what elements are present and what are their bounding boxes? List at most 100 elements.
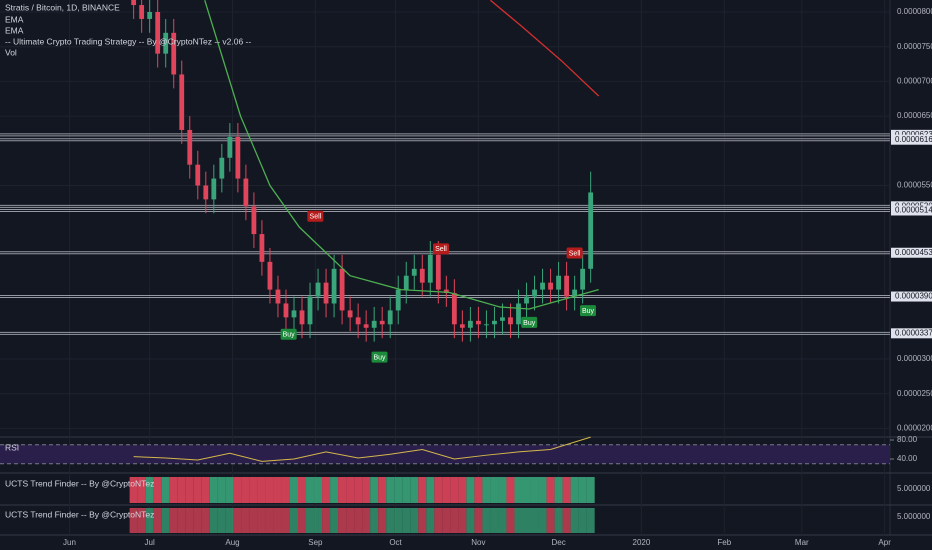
candle-body [315, 282, 321, 297]
signal-box [521, 316, 538, 328]
trend-cell [522, 477, 531, 503]
candle-body [524, 296, 529, 304]
candle-body [419, 268, 425, 283]
candle-body [331, 268, 337, 304]
trend-cell [193, 477, 202, 503]
trend-cell [450, 508, 459, 533]
trend-cell [378, 508, 387, 533]
candle-body [163, 32, 169, 54]
candle-body [155, 12, 161, 54]
candle-body [227, 136, 233, 158]
trend-cell [129, 477, 138, 503]
trend-cell [281, 477, 290, 503]
trend-cell [265, 477, 274, 503]
candle-body [307, 296, 313, 325]
signal-label: Buy [283, 332, 296, 339]
trend-cell [289, 477, 299, 503]
trend-cell [530, 477, 539, 503]
candle-body [195, 164, 201, 186]
x-tick-label: Oct [389, 538, 402, 547]
trend-cell [410, 508, 419, 533]
level-label-box [891, 291, 932, 302]
candle-body [387, 310, 393, 325]
trend-cell [217, 477, 226, 503]
trend-cell [241, 477, 250, 503]
trend-cell [169, 508, 178, 533]
trend-cell [482, 477, 491, 503]
trend-cell [506, 508, 515, 533]
trend-cell [289, 508, 299, 533]
candle-body [403, 275, 409, 290]
pane-label: UCTS Trend Finder -- By @CryptoNTez [5, 478, 154, 488]
rsi-tick-label: 80.00 [897, 435, 918, 444]
trend-cell [482, 508, 491, 533]
y-tick-label: 0.00008000 [897, 7, 932, 16]
rsi-tick-label: 40.00 [897, 454, 918, 463]
pane-label: RSI [5, 442, 19, 452]
candle-body [339, 268, 345, 311]
trend-cell [201, 477, 210, 503]
candle-body [291, 310, 297, 318]
trend-cell [273, 508, 282, 533]
trend-cell [209, 508, 218, 533]
ema-line [490, 0, 600, 97]
trend-cell [586, 477, 595, 503]
candle-body [371, 320, 377, 328]
candle-body [235, 136, 241, 179]
x-tick-label: Dec [551, 538, 565, 547]
trend-cell [362, 477, 371, 503]
candle-body [492, 320, 497, 325]
candle-body [564, 275, 570, 297]
trend-cell [386, 508, 395, 533]
candle-body [203, 185, 209, 200]
signal-label: Sell [569, 250, 581, 257]
trend-cell [498, 508, 507, 533]
trend-cell [474, 508, 483, 533]
trend-cell [426, 508, 435, 533]
signal-label: Sell [435, 246, 447, 253]
y-tick-label: 0.00003000 [897, 354, 932, 363]
trend-cell [466, 477, 475, 503]
trend-cell [249, 477, 258, 503]
candle-body [395, 289, 401, 311]
x-tick-label: Sep [308, 538, 323, 547]
candle-body [219, 157, 225, 179]
candle-body [516, 303, 521, 325]
trend-cell [490, 508, 499, 533]
trend-cell [410, 477, 419, 503]
y-tick-label: 0.00007500 [897, 42, 932, 51]
trend-cell [450, 477, 459, 503]
legend-entry: EMA [5, 14, 24, 24]
trend-cell [402, 477, 411, 503]
trend-cell [354, 508, 363, 533]
y-tick-label: 0.00005500 [897, 181, 932, 190]
signal-box [280, 328, 297, 340]
legend-entry: EMA [5, 25, 24, 35]
trend-cell [434, 508, 443, 533]
candle-body [147, 12, 153, 19]
rsi-line [133, 436, 591, 462]
candle-body [476, 320, 481, 325]
trend-cell [514, 477, 523, 503]
trend-cell [538, 477, 547, 503]
candle-body [435, 254, 441, 290]
trend-cell [554, 477, 563, 503]
signal-label: Buy [373, 354, 386, 361]
trend-cell [306, 477, 315, 503]
candle-body [467, 320, 473, 328]
trend-cell [249, 508, 258, 533]
trend-cell [562, 477, 571, 503]
ema-line [204, 0, 599, 310]
trend-cell [490, 477, 499, 503]
trend-cell [257, 508, 266, 533]
signal-box [371, 351, 388, 363]
candle-body [347, 310, 353, 318]
trend-cell [169, 477, 178, 503]
trend-cell [394, 477, 403, 503]
trend-cell [570, 477, 579, 503]
trend-cell [265, 508, 274, 533]
